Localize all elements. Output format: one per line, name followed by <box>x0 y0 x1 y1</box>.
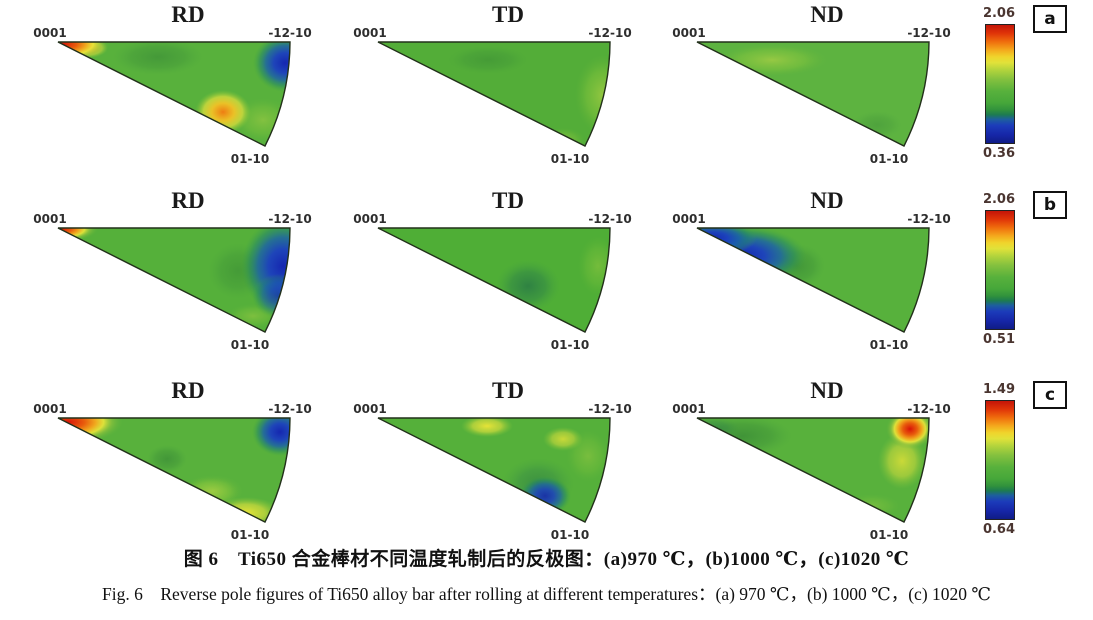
corner-label-01m10: 01-10 <box>231 152 269 166</box>
wedge-outline <box>696 417 930 523</box>
wedge-outline <box>377 41 611 147</box>
ipf-panel-c-td: TD 0001 -12-10 01-10 <box>348 376 668 551</box>
panel-title-nd: ND <box>810 188 844 213</box>
ipf-panel-a-rd: RD 0001 -12-10 01-10 <box>28 0 348 175</box>
ipf-plot: 0001 -12-10 01-10 <box>353 26 631 166</box>
wedge-a-td <box>378 42 610 146</box>
wedge-outline <box>696 227 930 333</box>
corner-label-m12m10: -12-10 <box>907 212 950 226</box>
wedge-outline <box>696 41 930 147</box>
wedge-outline <box>57 227 291 333</box>
panel-title-td: TD <box>492 378 524 403</box>
colorbar-a: 2.06 0.36 a <box>975 0 1093 175</box>
corner-label-01m10: 01-10 <box>231 528 269 542</box>
caption-chinese: 图 6 Ti650 合金棒材不同温度轧制后的反极图：(a)970 ℃，(b)10… <box>183 549 910 570</box>
wedge-c-td <box>378 418 610 522</box>
colorbar-gradient <box>985 24 1015 144</box>
ipf-plot: 0001 -12-10 01-10 <box>33 26 311 166</box>
figure-captions: 图 6 Ti650 合金棒材不同温度轧制后的反极图：(a)970 ℃，(b)10… <box>0 544 1093 606</box>
corner-label-0001: 0001 <box>33 402 66 416</box>
corner-label-01m10: 01-10 <box>231 338 269 352</box>
corner-label-0001: 0001 <box>33 26 66 40</box>
wedge-b-td <box>378 228 610 332</box>
panel-label-b: b <box>1033 191 1067 219</box>
corner-label-m12m10: -12-10 <box>268 402 311 416</box>
corner-label-m12m10: -12-10 <box>588 212 631 226</box>
wedge-outline <box>57 417 291 523</box>
corner-label-0001: 0001 <box>672 402 705 416</box>
ipf-plot: 0001 -12-10 01-10 <box>672 402 950 542</box>
ipf-plot: 0001 -12-10 01-10 <box>33 402 311 542</box>
corner-label-m12m10: -12-10 <box>907 402 950 416</box>
wedge-a-rd <box>58 42 290 146</box>
corner-label-01m10: 01-10 <box>551 338 589 352</box>
colorbar-max-value: 1.49 <box>982 382 1016 397</box>
wedge-outline <box>57 41 291 147</box>
colorbar-max-value: 2.06 <box>982 192 1016 207</box>
panel-label-a: a <box>1033 5 1067 33</box>
panel-title-rd: RD <box>171 188 205 213</box>
ipf-panel-a-nd: ND 0001 -12-10 01-10 <box>667 0 987 175</box>
corner-label-m12m10: -12-10 <box>268 26 311 40</box>
panel-title-td: TD <box>492 2 524 27</box>
colorbar-min-value: 0.64 <box>982 522 1016 537</box>
corner-label-01m10: 01-10 <box>870 152 908 166</box>
colorbar-c: 1.49 0.64 c <box>975 376 1093 551</box>
caption-english: Fig. 6 Reverse pole figures of Ti650 all… <box>102 584 991 604</box>
ipf-panel-b-rd: RD 0001 -12-10 01-10 <box>28 186 348 361</box>
wedge-outline <box>377 227 611 333</box>
ipf-plot: 0001 -12-10 01-10 <box>353 402 631 542</box>
wedge-outline <box>377 417 611 523</box>
panel-title-rd: RD <box>171 2 205 27</box>
corner-label-0001: 0001 <box>672 212 705 226</box>
corner-label-0001: 0001 <box>353 402 386 416</box>
wedge-c-nd <box>697 418 929 522</box>
ipf-panel-b-nd: ND 0001 -12-10 01-10 <box>667 186 987 361</box>
corner-label-0001: 0001 <box>33 212 66 226</box>
wedge-c-rd <box>58 418 290 522</box>
colorbar-min-value: 0.51 <box>982 332 1016 347</box>
corner-label-m12m10: -12-10 <box>588 402 631 416</box>
corner-label-01m10: 01-10 <box>870 338 908 352</box>
panel-title-rd: RD <box>171 378 205 403</box>
ipf-plot: 0001 -12-10 01-10 <box>672 26 950 166</box>
colorbar-min-value: 0.36 <box>982 146 1016 161</box>
row-b: RD 0001 -12-10 01-10 TD 0001 <box>0 186 1093 368</box>
corner-label-01m10: 01-10 <box>870 528 908 542</box>
corner-label-m12m10: -12-10 <box>588 26 631 40</box>
row-c: RD 0001 -12-10 01-10 TD 00 <box>0 376 1093 558</box>
ipf-panel-a-td: TD 0001 -12-10 01-10 <box>348 0 668 175</box>
corner-label-01m10: 01-10 <box>551 528 589 542</box>
ipf-panel-c-nd: ND 0001 -12-10 01-10 <box>667 376 987 551</box>
ipf-panel-c-rd: RD 0001 -12-10 01-10 <box>28 376 348 551</box>
ipf-panel-b-td: TD 0001 -12-10 01-10 <box>348 186 668 361</box>
ipf-plot: 0001 -12-10 01-10 <box>33 212 311 352</box>
corner-label-01m10: 01-10 <box>551 152 589 166</box>
colorbar-max-value: 2.06 <box>982 6 1016 21</box>
panel-title-nd: ND <box>810 378 844 403</box>
panel-title-td: TD <box>492 188 524 213</box>
ipf-plot: 0001 -12-10 01-10 <box>353 212 631 352</box>
corner-label-m12m10: -12-10 <box>268 212 311 226</box>
ipf-plot: 0001 -12-10 01-10 <box>672 212 950 352</box>
wedge-b-nd <box>697 228 929 332</box>
corner-label-0001: 0001 <box>353 26 386 40</box>
corner-label-0001: 0001 <box>672 26 705 40</box>
corner-label-0001: 0001 <box>353 212 386 226</box>
colorbar-gradient <box>985 210 1015 330</box>
panel-title-nd: ND <box>810 2 844 27</box>
colorbar-gradient <box>985 400 1015 520</box>
panel-label-c: c <box>1033 381 1067 409</box>
row-a: RD 0001 -12-10 01-10 TD 00 <box>0 0 1093 182</box>
corner-label-m12m10: -12-10 <box>907 26 950 40</box>
wedge-b-rd <box>58 228 290 332</box>
colorbar-b: 2.06 0.51 b <box>975 186 1093 361</box>
wedge-a-nd <box>697 42 929 146</box>
